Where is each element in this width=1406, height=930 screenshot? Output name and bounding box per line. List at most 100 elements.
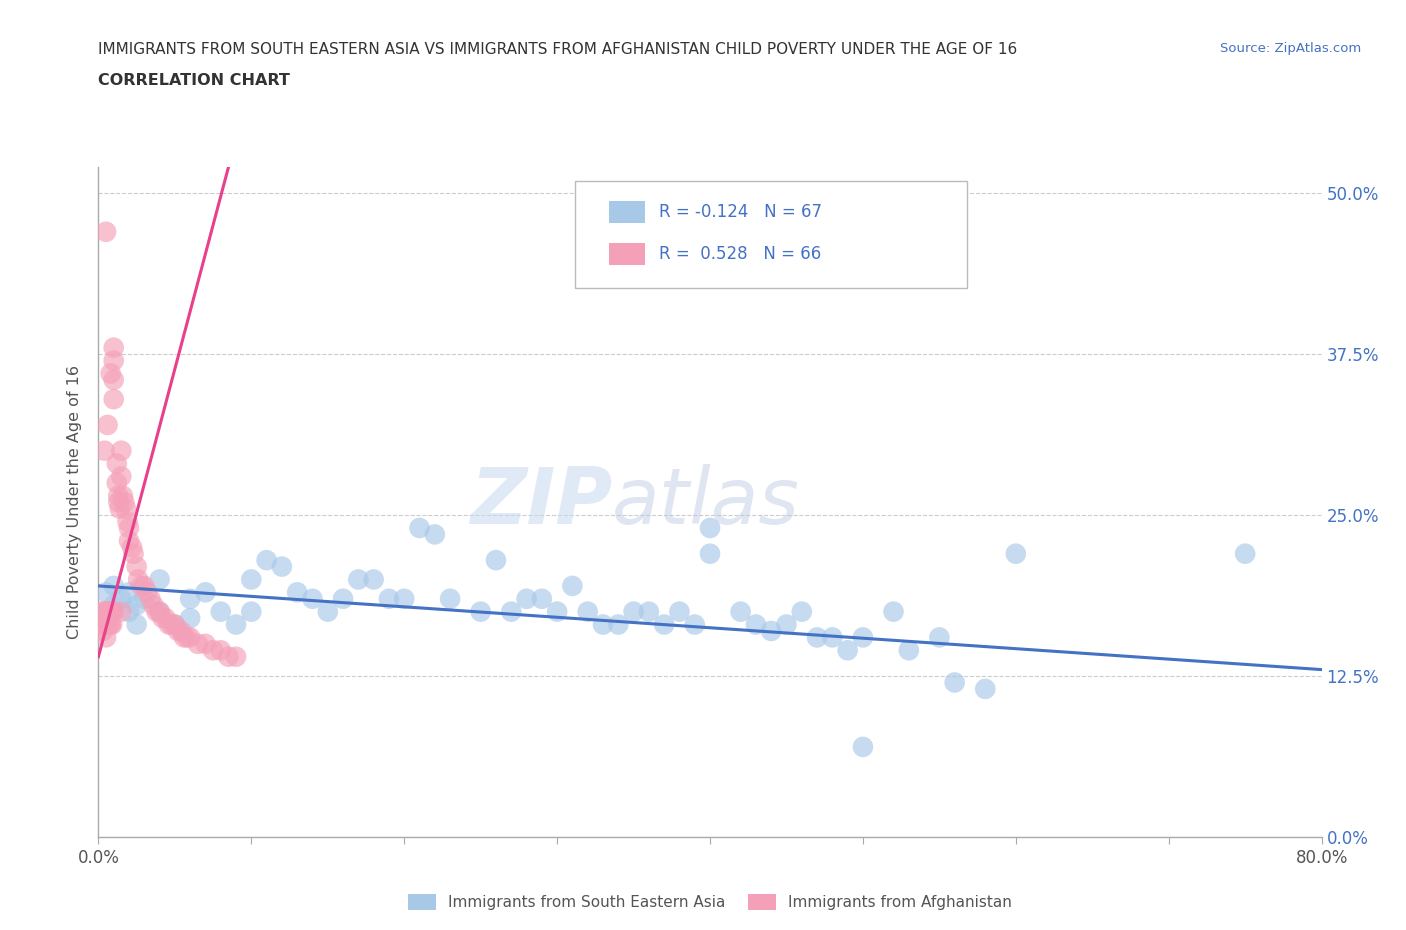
Point	[225, 649, 247, 664]
Point	[209, 643, 232, 658]
Point	[101, 604, 124, 619]
Point	[125, 559, 148, 574]
Point	[179, 630, 201, 644]
Point	[94, 618, 117, 632]
Point	[759, 623, 782, 638]
Point	[101, 618, 124, 632]
Point	[316, 604, 339, 619]
Point	[163, 618, 186, 632]
Point	[105, 475, 128, 490]
Point	[90, 618, 112, 632]
Point	[108, 501, 131, 516]
Point	[115, 501, 138, 516]
Text: R = -0.124   N = 67: R = -0.124 N = 67	[658, 204, 821, 221]
Point	[301, 591, 323, 606]
Point	[129, 578, 152, 593]
Point	[149, 604, 172, 619]
Point	[97, 604, 120, 619]
Point	[928, 630, 950, 644]
Point	[530, 591, 553, 606]
Point	[652, 618, 675, 632]
Point	[423, 527, 446, 542]
Point	[103, 372, 125, 387]
Point	[125, 618, 148, 632]
Point	[240, 572, 263, 587]
Point	[160, 618, 183, 632]
Point	[623, 604, 645, 619]
Point	[439, 591, 461, 606]
Text: CORRELATION CHART: CORRELATION CHART	[98, 73, 290, 87]
Point	[974, 682, 997, 697]
Point	[347, 572, 370, 587]
Point	[103, 598, 125, 613]
Point	[730, 604, 752, 619]
Point	[103, 392, 125, 406]
Text: atlas: atlas	[612, 464, 800, 540]
Point	[179, 611, 201, 626]
Point	[240, 604, 263, 619]
Point	[155, 611, 177, 626]
Point	[576, 604, 599, 619]
Point	[775, 618, 797, 632]
Point	[270, 559, 292, 574]
Point	[127, 572, 149, 587]
Point	[94, 630, 117, 644]
Point	[139, 591, 162, 606]
FancyBboxPatch shape	[609, 201, 645, 223]
Point	[111, 488, 134, 503]
Point	[93, 604, 115, 619]
Point	[897, 643, 920, 658]
Point	[256, 552, 278, 567]
Point	[91, 623, 114, 638]
Point	[103, 604, 125, 619]
Point	[97, 618, 120, 632]
Point	[501, 604, 523, 619]
Point	[167, 623, 190, 638]
Point	[149, 604, 172, 619]
Point	[152, 611, 174, 626]
Point	[1004, 546, 1026, 561]
Point	[173, 630, 195, 644]
Point	[125, 598, 148, 613]
Point	[821, 630, 844, 644]
Point	[1234, 546, 1257, 561]
Point	[94, 604, 117, 619]
Point	[136, 585, 159, 600]
Point	[157, 618, 180, 632]
Point	[943, 675, 966, 690]
Point	[118, 604, 141, 619]
Point	[100, 604, 122, 619]
Point	[163, 618, 186, 632]
Point	[194, 585, 217, 600]
Point	[118, 521, 141, 536]
Point	[110, 591, 132, 606]
Point	[217, 649, 239, 664]
Text: Source: ZipAtlas.com: Source: ZipAtlas.com	[1220, 42, 1361, 55]
Point	[187, 636, 209, 651]
Point	[408, 521, 430, 536]
Point	[103, 353, 125, 368]
Point	[225, 618, 247, 632]
Point	[852, 739, 875, 754]
FancyBboxPatch shape	[575, 180, 967, 288]
Point	[134, 578, 156, 593]
Point	[883, 604, 905, 619]
Point	[806, 630, 828, 644]
Point	[209, 604, 232, 619]
Point	[699, 521, 721, 536]
Point	[470, 604, 492, 619]
Point	[107, 488, 129, 503]
Point	[637, 604, 661, 619]
Point	[105, 456, 128, 471]
Point	[202, 643, 225, 658]
Point	[363, 572, 385, 587]
FancyBboxPatch shape	[609, 244, 645, 265]
Y-axis label: Child Poverty Under the Age of 16: Child Poverty Under the Age of 16	[67, 365, 83, 639]
Point	[93, 444, 115, 458]
Point	[110, 444, 132, 458]
Point	[790, 604, 813, 619]
Point	[149, 572, 172, 587]
Point	[110, 469, 132, 484]
Point	[117, 514, 139, 529]
Point	[100, 618, 122, 632]
